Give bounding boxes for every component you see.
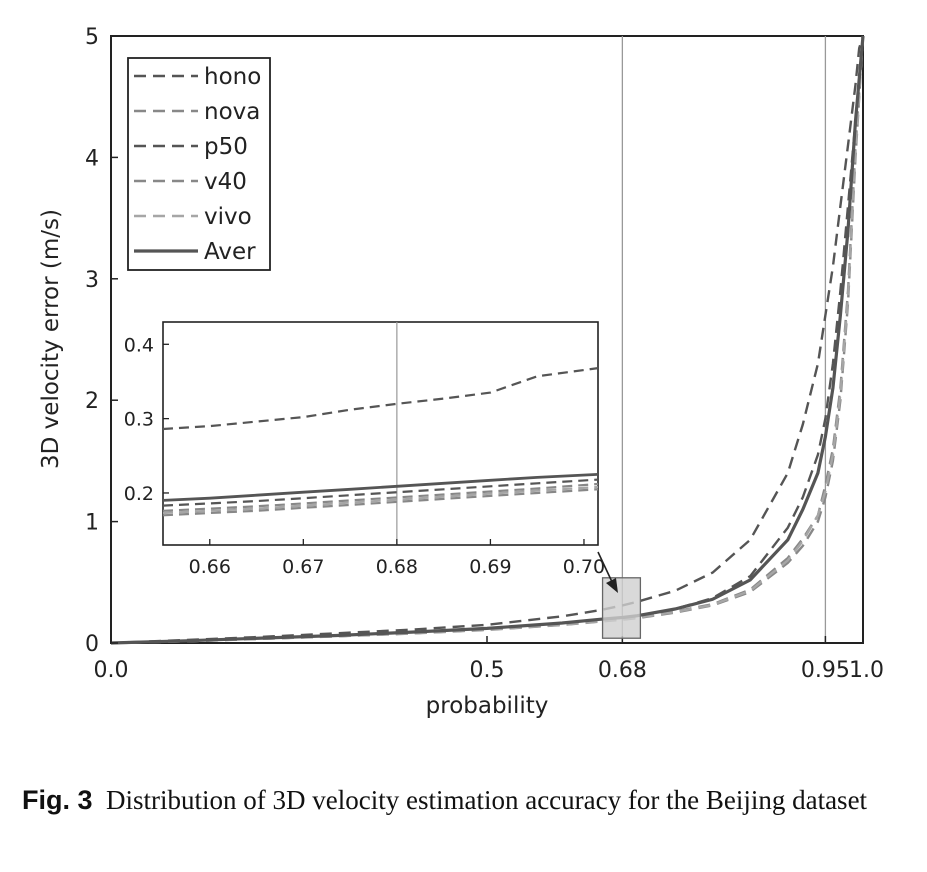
inset-x-tick-label: 0.66 bbox=[189, 556, 231, 578]
x-tick-label: 0.0 bbox=[94, 658, 129, 683]
reference-lines bbox=[621, 36, 827, 643]
inset-chart: 0.66 0.67 0.68 0.69 0.70 0.2 0.3 0.4 bbox=[124, 321, 605, 578]
inset-x-tick-label: 0.70 bbox=[563, 556, 605, 578]
x-axis-label: probability bbox=[426, 693, 549, 719]
inset-series-line-hono bbox=[162, 367, 599, 431]
series-line-p50 bbox=[110, 35, 865, 645]
y-tick-label: 3 bbox=[85, 268, 99, 293]
inset-series-line-vivo bbox=[162, 485, 599, 515]
inset-series-line-v40 bbox=[162, 488, 599, 517]
legend-label-hono: hono bbox=[204, 64, 261, 90]
x-tick-label: 0.5 bbox=[470, 658, 505, 683]
figure-caption: Fig. 3 Distribution of 3D velocity estim… bbox=[22, 782, 922, 818]
x-tick-label: 1.0 bbox=[849, 658, 884, 683]
zoom-region-box bbox=[601, 577, 642, 639]
inset-series-line-nova bbox=[162, 482, 599, 512]
y-tick-label: 1 bbox=[85, 511, 99, 536]
y-tick-label: 0 bbox=[85, 632, 99, 657]
figure-label: Fig. 3 bbox=[22, 785, 93, 815]
inset-y-tick-label: 0.2 bbox=[124, 483, 154, 505]
y-tick-label: 2 bbox=[85, 389, 99, 414]
zoom-indicator bbox=[597, 551, 642, 639]
inset-series-line-p50 bbox=[162, 478, 599, 507]
legend: hono nova p50 v40 vivo Aver bbox=[127, 57, 271, 271]
inset-x-tick-label: 0.68 bbox=[376, 556, 418, 578]
inset-x-tick-label: 0.69 bbox=[469, 556, 511, 578]
series-line-aver bbox=[110, 35, 865, 645]
series-line-vivo bbox=[110, 35, 865, 645]
legend-label-vivo: vivo bbox=[204, 204, 252, 230]
x-tick-label: 0.68 bbox=[598, 658, 647, 683]
legend-label-aver: Aver bbox=[204, 239, 256, 265]
zoom-arrow-head bbox=[606, 578, 618, 593]
chart-figure: 0.0 0.5 0.68 0.95 1.0 0 1 2 3 4 5 probability 3D v… bbox=[38, 25, 884, 719]
legend-label-p50: p50 bbox=[204, 134, 248, 160]
series-group bbox=[110, 35, 865, 645]
legend-label-nova: nova bbox=[204, 99, 260, 125]
y-tick-label: 5 bbox=[85, 25, 99, 50]
y-tick-label: 4 bbox=[85, 146, 99, 171]
zoom-arrow-shaft bbox=[597, 551, 614, 585]
caption-text: Distribution of 3D velocity estimation a… bbox=[106, 785, 868, 815]
y-axis-label: 3D velocity error (m/s) bbox=[38, 209, 64, 469]
legend-box bbox=[127, 57, 271, 271]
inset-y-tick-label: 0.3 bbox=[124, 409, 154, 431]
legend-label-v40: v40 bbox=[204, 169, 247, 195]
inset-x-tick-label: 0.67 bbox=[282, 556, 324, 578]
x-tick-label: 0.95 bbox=[801, 658, 850, 683]
inset-y-tick-label: 0.4 bbox=[124, 334, 154, 356]
axes: 0.0 0.5 0.68 0.95 1.0 0 1 2 3 4 5 bbox=[85, 25, 884, 683]
inset-series-line-aver bbox=[162, 473, 599, 502]
series-line-hono bbox=[110, 35, 865, 645]
